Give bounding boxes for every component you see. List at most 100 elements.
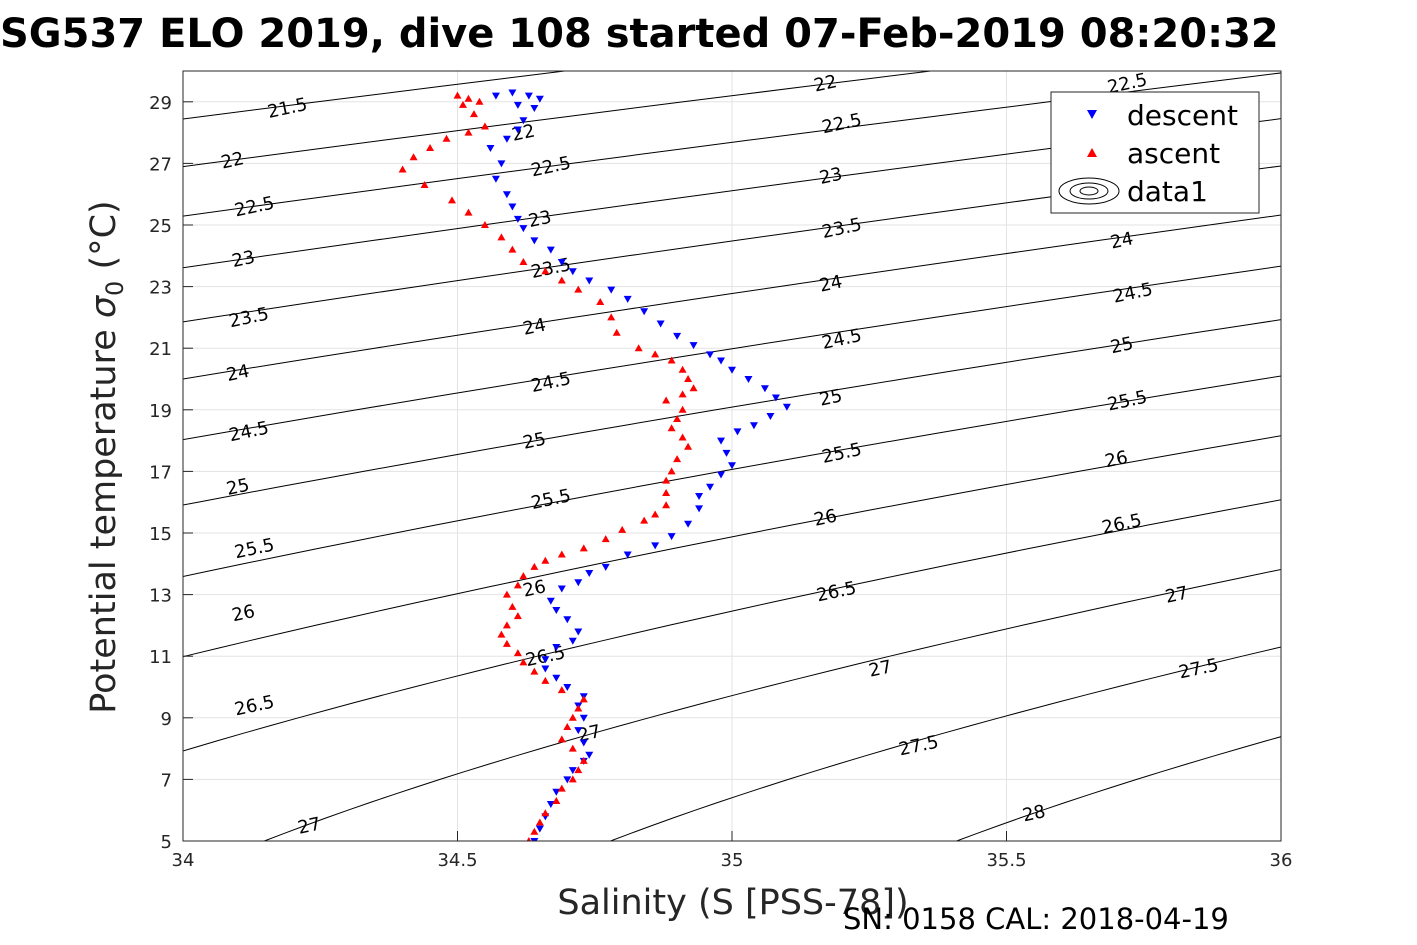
ascent-point [563,723,572,731]
contour-line [262,568,1281,841]
descent-point [530,237,539,245]
contour-label: 24.5 [1111,279,1155,308]
x-tick-label: 34 [172,850,195,871]
ascent-point [678,390,687,398]
y-tick-label: 29 [149,93,172,114]
descent-point [535,95,544,103]
ascent-point [557,550,566,558]
ascent-point [651,510,660,518]
descent-point [695,505,704,513]
x-tick-label: 36 [1270,850,1293,871]
descent-point [684,520,693,528]
ascent-point [574,766,583,774]
contour-label: 23 [818,164,845,189]
descent-point [513,101,522,109]
descent-point [491,92,500,100]
y-tick-label: 15 [149,524,172,545]
ascent-point [667,424,676,432]
ascent-point [464,208,473,216]
descent-point [706,483,715,491]
contour-label: 26.5 [815,578,859,607]
ascent-point [519,257,528,265]
y-axis-label: Potential temperature σ0 (°C) [84,200,129,713]
ascent-point [497,233,506,241]
contour-label: 26.5 [1100,510,1144,539]
axis-ticks: 34 34.5 35 35.5 36 5 7 9 11 13 15 17 19 21 23 25 27 29 [149,93,1292,871]
ascent-point [612,328,621,336]
contour-label: 25 [1109,333,1136,358]
y-tick-label: 19 [149,401,172,422]
descent-point [623,295,632,303]
contour-label: 23.5 [529,254,573,283]
descent-point [546,597,555,605]
ascent-point [469,110,478,118]
ascent-point [480,122,489,130]
descent-point [771,394,780,402]
ascent-point [541,267,550,275]
descent-point [486,145,495,152]
descent-point [541,665,550,673]
ascent-point [535,818,544,826]
descent-point [568,767,577,775]
descent-point [733,428,742,436]
ascent-point [458,100,467,108]
ascent-point [502,590,511,598]
contour-line [183,118,1281,269]
ascent-point [541,556,550,564]
descent-point [640,308,649,316]
descent-point [744,376,753,383]
descent-point [563,616,572,624]
descent-point [585,751,594,759]
ascent-point [508,245,517,253]
legend-ascent-marker [1087,148,1097,157]
descent-point [513,215,522,223]
contour-label: 22 [812,71,839,96]
ascent-point [519,572,528,580]
ascent-point [662,476,671,484]
descent-point [574,628,583,636]
descent-point [552,788,561,796]
descent-point [557,258,566,266]
ascent-point [409,153,418,161]
ascent-point [640,516,649,524]
ascent-point [662,488,671,496]
contour-label: 23.5 [227,303,271,332]
y-tick-label: 17 [149,462,172,483]
contour-label: 26 [1103,447,1130,472]
ascent-point [453,91,462,99]
y-tick-label: 5 [161,832,172,853]
descent-point [524,92,533,100]
ascent-point [673,415,682,423]
ascent-point [557,784,566,792]
ascent-point [568,744,577,752]
contour-label: 25.5 [1106,387,1150,416]
ascent-point [662,396,671,404]
y-tick-label: 11 [149,647,172,668]
legend-descent-marker [1087,110,1097,119]
ascent-point [420,180,429,188]
descent-point [546,801,555,809]
contour-line [609,646,1281,841]
ascent-point [579,756,588,764]
ascent-point [541,676,550,684]
contour-label: 24.5 [529,368,573,397]
ascent-point [464,128,473,136]
contour-line [183,435,1281,658]
legend-box [1050,91,1260,214]
contour-label: 22 [219,148,246,173]
descent-point [760,385,769,393]
contour-label: 27 [296,813,323,838]
ascent-point [442,134,451,142]
descent-point [717,471,726,479]
contour-label: 26 [812,505,839,530]
calibration-footer: SN: 0158 CAL: 2018-04-19 [843,902,1229,936]
ascent-point [513,649,522,657]
ascent-point [508,602,517,610]
descent-point [541,656,550,664]
contour-line [183,72,1281,217]
ascent-point [513,581,522,589]
contour-label: 23 [230,247,257,272]
ascent-point [475,97,484,105]
descent-point [552,674,561,682]
